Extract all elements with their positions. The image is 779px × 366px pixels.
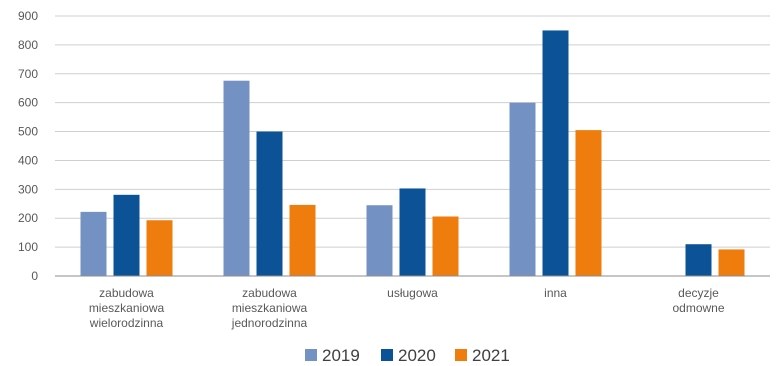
bar-2021 [432,216,459,276]
x-category-label: decyzje odmowne [672,286,724,315]
bars [55,30,770,277]
bar-2020 [113,194,140,276]
bar-2021 [146,220,173,276]
legend: 2019 2020 2021 [305,346,510,365]
x-category-line: usługowa [387,286,438,300]
legend-swatch-2021 [455,349,467,361]
legend-label: 2021 [472,346,510,365]
x-category-label: inna [544,286,567,300]
legend-swatch-2020 [381,349,393,361]
bar-2019 [223,80,250,276]
bar-2019 [509,102,536,277]
legend-label: 2020 [398,346,436,365]
x-category-line: zabudowa [242,286,297,300]
x-category-line: decyzje [678,286,719,300]
x-category-label: zabudowa mieszkaniowa wielorodzinna [89,286,165,330]
y-tick-label: 200 [18,211,38,225]
y-tick-label: 300 [18,182,38,196]
y-tick-label: 700 [18,67,38,81]
bar-2020 [256,131,283,276]
y-axis-ticks: 0 100 200 300 400 500 600 700 800 900 [18,9,38,283]
y-tick-label: 900 [18,9,38,23]
y-tick-label: 600 [18,96,38,110]
y-tick-label: 500 [18,125,38,139]
x-category-label: zabudowa mieszkaniowa jednorodzinna [231,286,308,330]
gridlines [55,15,770,277]
legend-swatch-2019 [305,349,317,361]
x-category-line: jednorodzinna [231,316,308,330]
x-category-line: inna [544,286,567,300]
legend-label: 2019 [322,346,360,365]
x-category-line: mieszkaniowa [89,301,165,315]
bar-2019 [80,211,107,276]
x-axis-categories: zabudowa mieszkaniowa wielorodzinnazabudow… [89,286,725,330]
x-category-label: usługowa [387,286,438,300]
bar-2019 [366,205,393,276]
bar-2020 [542,30,569,277]
y-tick-label: 800 [18,38,38,52]
y-tick-label: 100 [18,240,38,254]
x-category-line: odmowne [672,301,724,315]
y-tick-label: 0 [31,269,38,283]
x-category-line: zabudowa [99,286,154,300]
bar-2021 [289,204,316,276]
bar-2021 [575,130,602,276]
bar-2020 [685,244,712,276]
x-category-line: wielorodzinna [89,316,164,330]
y-tick-label: 400 [18,153,38,167]
bar-2020 [399,188,426,276]
bar-2021 [718,249,745,276]
x-category-line: mieszkaniowa [232,301,308,315]
